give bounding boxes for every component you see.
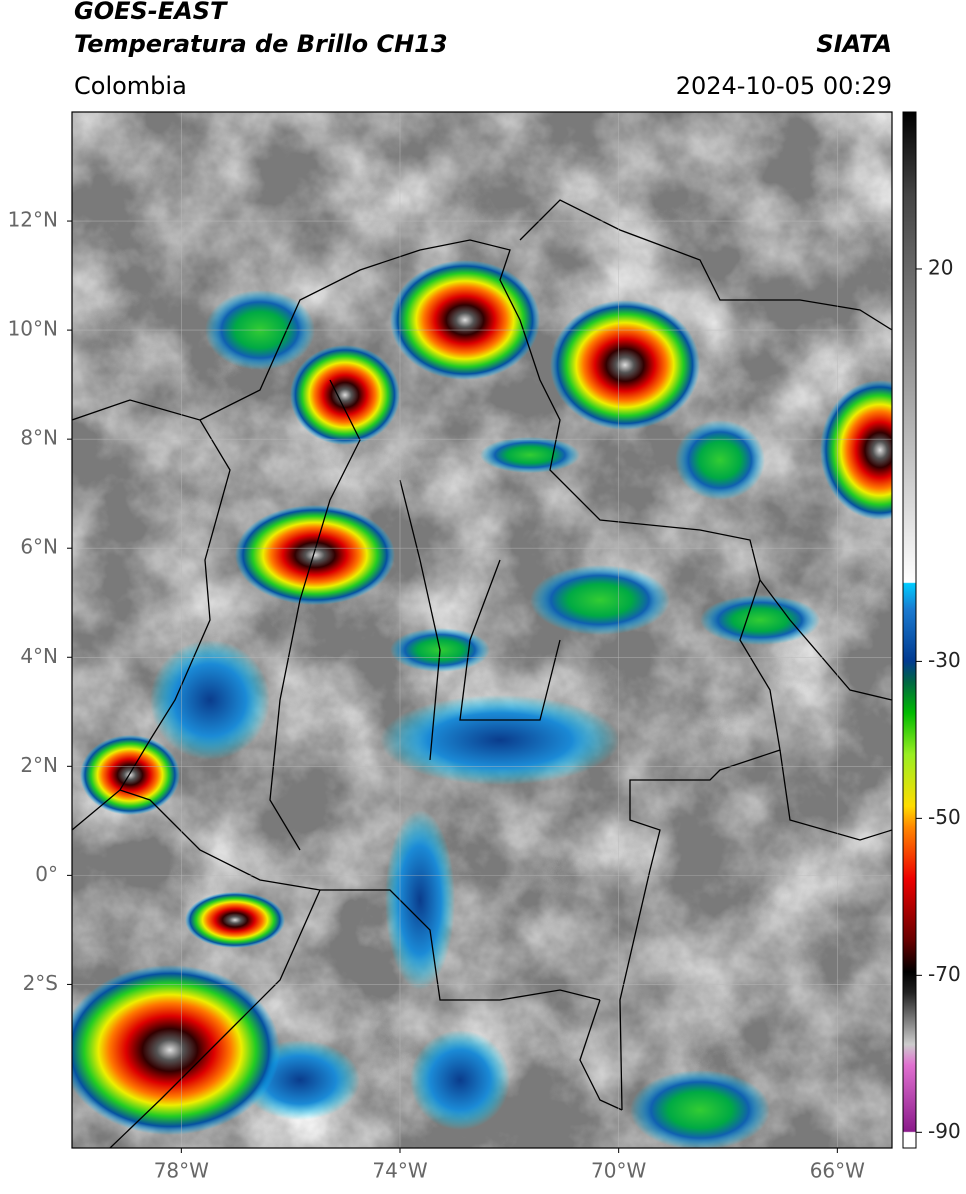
map-frame — [71, 111, 893, 1149]
source-label: SIATA — [816, 30, 892, 58]
lat-tick-label: 12°N — [8, 208, 58, 232]
colorbar-tick-label: -50 — [928, 805, 961, 829]
colorbar-tick-label: -30 — [928, 648, 961, 672]
datetime-label: 2024-10-05 00:29 — [676, 72, 892, 100]
graticule — [72, 112, 892, 1148]
lon-tick-label: 74°W — [372, 1159, 427, 1183]
colorbar-tick-label: -90 — [928, 1119, 961, 1143]
lon-tick-label: 70°W — [591, 1159, 646, 1183]
lat-tick-label: 2°S — [23, 971, 58, 995]
lat-tick-label: 0° — [35, 862, 58, 886]
cold-clouds — [150, 290, 820, 1148]
colorbar — [902, 111, 917, 1149]
product-title: Temperatura de Brillo CH13 — [74, 30, 448, 58]
lat-tick-label: 10°N — [8, 317, 58, 341]
satellite-title: GOES-EAST — [74, 0, 228, 25]
lat-tick-label: 2°N — [20, 753, 58, 777]
satellite-image — [72, 112, 892, 1148]
lat-tick-label: 8°N — [20, 426, 58, 450]
colorbar-tick-label: -70 — [928, 962, 961, 986]
region-label: Colombia — [74, 72, 187, 100]
borders — [72, 199, 892, 1148]
colorbar-tick-label: 20 — [928, 255, 953, 279]
lat-tick-label: 4°N — [20, 644, 58, 668]
lon-tick-label: 66°W — [810, 1159, 865, 1183]
lat-tick-label: 6°N — [20, 535, 58, 559]
storms — [72, 260, 892, 1135]
lon-tick-label: 78°W — [154, 1159, 209, 1183]
